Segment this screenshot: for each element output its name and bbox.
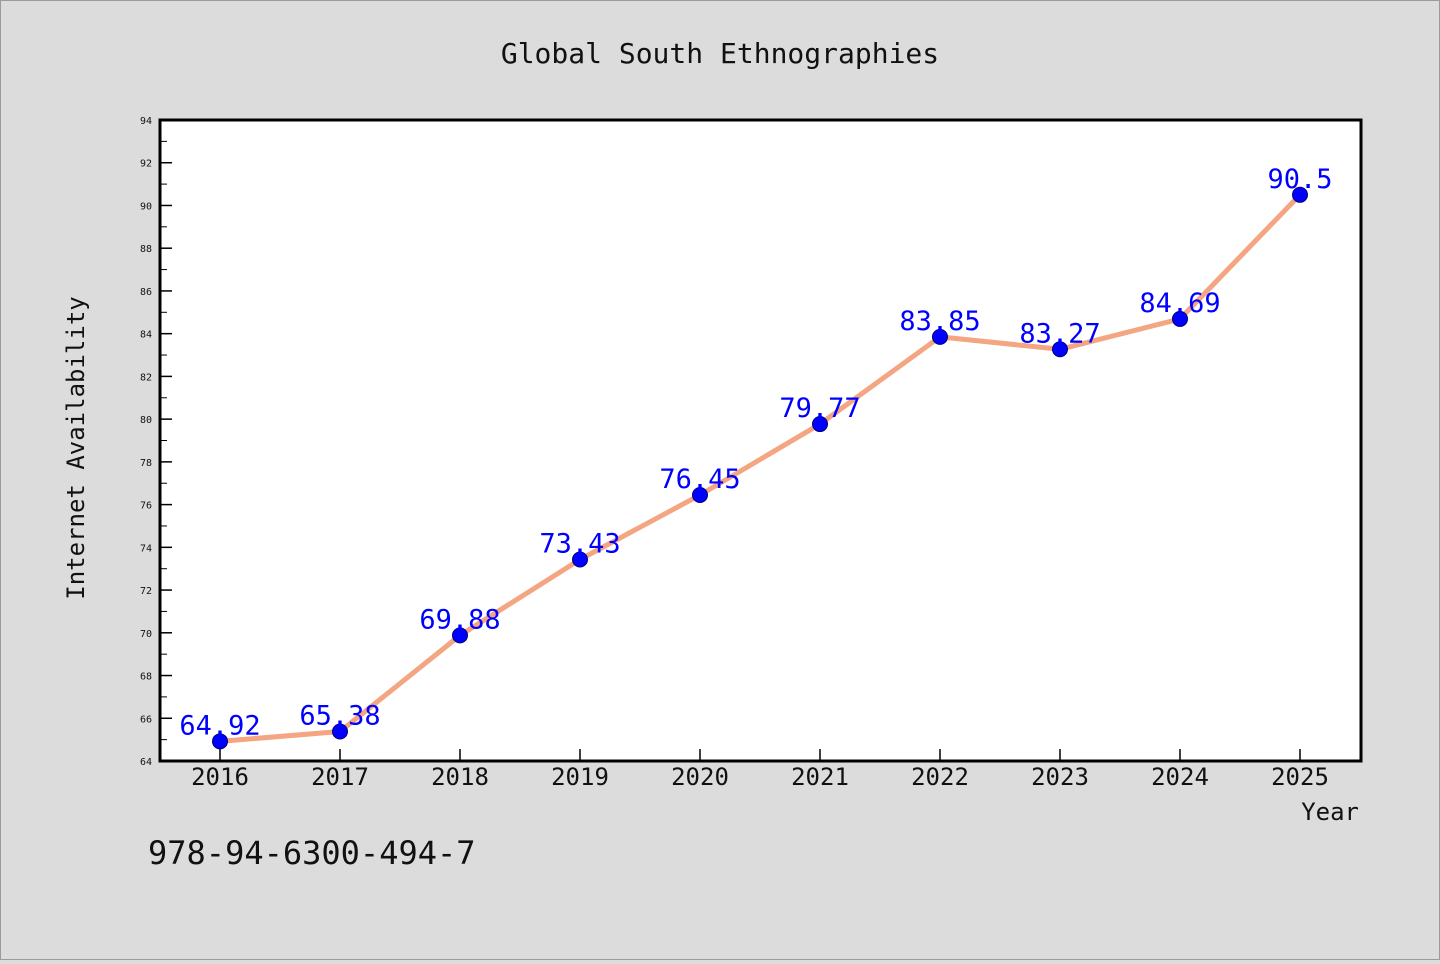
series-line (217, 192, 1303, 744)
y-tick-label: 74 (140, 543, 152, 554)
plot-area (158, 118, 1363, 763)
data-point-marker (1052, 341, 1068, 358)
y-tick-label: 88 (140, 244, 152, 255)
y-tick-label: 64 (140, 757, 152, 768)
y-axis-label: Internet Availability (62, 296, 90, 599)
y-tick-label: 78 (140, 458, 152, 469)
data-point-label: 79.77 (779, 393, 860, 424)
y-tick-label: 68 (140, 672, 152, 683)
data-labels: 64.92 65.38 69.88 73.43 76.45 79.77 83.85 83.27… (179, 164, 1332, 742)
data-point-marker (1172, 310, 1188, 327)
y-tick-label: 76 (140, 501, 152, 512)
y-tick-label: 82 (140, 372, 152, 383)
y-tick-label: 66 (140, 714, 152, 725)
x-tick-label: 2016 (191, 763, 249, 791)
data-point-label: 83.27 (1019, 318, 1100, 349)
x-axis: 2016 2017 2018 2019 2020 2021 2022 2023 2024 2025 (191, 749, 1329, 791)
data-point-label: 65.38 (299, 701, 380, 732)
data-point-marker (452, 627, 468, 644)
x-tick-label: 2024 (1151, 763, 1209, 791)
y-tick-label: 90 (140, 201, 152, 212)
y-axis: 64 66 68 70 72 74 76 78 80 82 84 86 88 90 92 94 (140, 116, 172, 768)
data-point-label: 73.43 (539, 529, 620, 560)
data-point-marker (212, 733, 228, 750)
y-tick-label: 80 (140, 415, 152, 426)
x-tick-label: 2018 (431, 763, 489, 791)
chart-title: Global South Ethnographies (501, 37, 939, 70)
y-tick-label: 70 (140, 629, 152, 640)
data-point-marker (692, 486, 708, 503)
data-point-label: 84.69 (1139, 288, 1220, 319)
data-point-label: 83.85 (899, 306, 980, 337)
y-tick-label: 86 (140, 287, 152, 298)
y-tick-label: 92 (140, 159, 152, 170)
data-point-marker (812, 416, 828, 433)
data-point-marker (332, 723, 348, 740)
data-point-label: 90.5 (1267, 164, 1332, 195)
x-tick-label: 2023 (1031, 763, 1089, 791)
x-tick-label: 2017 (311, 763, 369, 791)
y-tick-label: 94 (140, 116, 152, 127)
x-tick-label: 2019 (551, 763, 609, 791)
x-axis-label: Year (1301, 798, 1359, 826)
series-markers (212, 186, 1308, 750)
x-tick-label: 2020 (671, 763, 729, 791)
data-point-marker (1292, 186, 1308, 203)
x-tick-label: 2025 (1271, 763, 1329, 791)
isbn-annotation: 978-94-6300-494-7 (148, 834, 476, 872)
x-tick-label: 2022 (911, 763, 969, 791)
data-point-label: 64.92 (179, 710, 260, 741)
y-tick-label: 72 (140, 586, 152, 597)
y-tick-label: 84 (140, 330, 152, 341)
x-tick-label: 2021 (791, 763, 849, 791)
data-point-label: 69.88 (419, 604, 500, 635)
data-point-label: 76.45 (659, 464, 740, 495)
data-point-marker (572, 551, 588, 568)
data-point-marker (932, 328, 948, 345)
